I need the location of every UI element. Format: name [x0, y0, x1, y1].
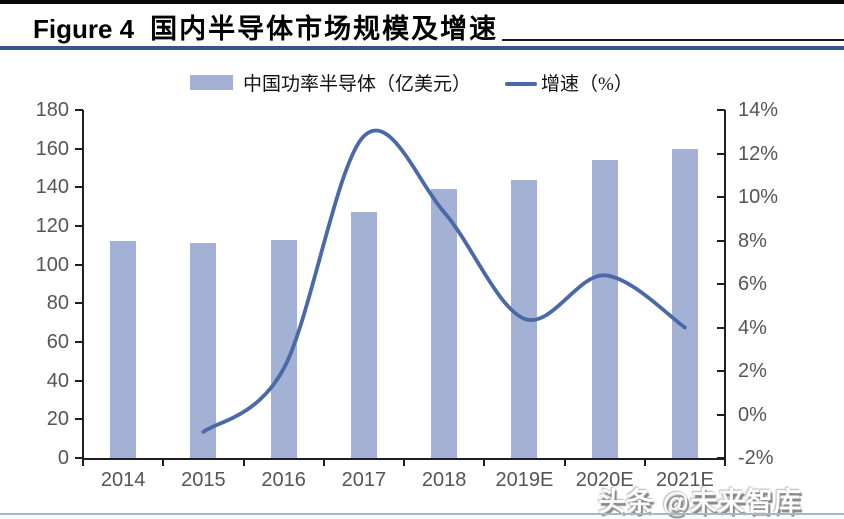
y-axis-left-label: 80: [46, 292, 69, 315]
bar-2019E: [511, 179, 538, 458]
y-axis-right-label: 4%: [738, 316, 767, 339]
y-axis-left-tick: [75, 147, 83, 150]
legend-bar-swatch: [190, 75, 233, 90]
y-axis-left-label: 20: [46, 408, 69, 431]
y-axis-left-tick: [75, 186, 83, 189]
bar-2014: [110, 241, 137, 458]
x-axis-tick: [322, 458, 325, 466]
y-axis-right-tick: [717, 152, 725, 155]
y-axis-right-tick: [717, 109, 725, 111]
y-axis-right-label: 0%: [738, 403, 767, 426]
y-axis-right-label: 8%: [738, 229, 767, 252]
legend-bar-label: 中国功率半导体（亿美元）: [243, 74, 472, 95]
y-axis-left-tick: [75, 418, 83, 421]
y-axis-left-label: 120: [35, 215, 69, 237]
watermark: 头条 @未来智库: [598, 487, 802, 517]
y-axis-right-label: 12%: [738, 142, 779, 165]
y-axis-right-tick: [717, 370, 725, 372]
x-axis-label-2018: 2018: [421, 469, 467, 491]
y-axis-right-line: [724, 110, 726, 460]
bar-2018: [431, 189, 458, 458]
title-underline-thin: [502, 39, 844, 41]
x-axis-label-2021E: 2021E: [655, 469, 714, 491]
chart-legend: 中国功率半导体（亿美元） 增速（%）: [0, 66, 844, 96]
bar-2017: [350, 212, 377, 458]
x-axis-label-2014: 2014: [100, 469, 146, 491]
figure-title-text: 国内半导体市场规模及增速: [150, 14, 499, 44]
y-axis-right-tick: [717, 239, 725, 242]
x-axis-tick: [724, 458, 726, 466]
x-axis-tick: [643, 458, 646, 466]
y-axis-left-label: 180: [35, 99, 69, 121]
y-axis-left-label: 140: [35, 176, 69, 199]
x-axis-label-2019E: 2019E: [495, 469, 554, 491]
y-axis-left-label: 160: [35, 137, 69, 160]
x-axis-label-2020E: 2020E: [575, 469, 634, 491]
y-axis-right-label: 14%: [738, 99, 779, 121]
y-axis-left-label: 0: [57, 447, 69, 469]
legend-line-swatch: [505, 82, 537, 86]
y-axis-right-tick: [717, 283, 725, 285]
y-axis-right-label: 10%: [738, 186, 779, 208]
y-axis-left-line: [82, 110, 84, 460]
y-axis-right-label: -2%: [738, 447, 774, 469]
y-axis-left-tick: [75, 263, 83, 266]
x-axis-tick: [403, 458, 405, 466]
y-axis-left-tick: [75, 457, 83, 459]
y-axis-left-tick: [75, 379, 83, 382]
y-axis-right-label: 6%: [738, 273, 767, 295]
y-axis-right-tick: [717, 326, 725, 329]
x-axis-tick: [82, 458, 84, 466]
x-axis-tick: [483, 458, 486, 466]
x-axis-label-2015: 2015: [181, 469, 226, 491]
y-axis-left-label: 100: [35, 253, 69, 276]
title-underline-blue: [0, 46, 844, 50]
y-axis-left-tick: [75, 225, 83, 227]
bottom-border-rule: [0, 513, 844, 515]
y-axis-right-tick: [717, 457, 725, 459]
bar-2020E: [591, 160, 618, 458]
y-axis-left-tick: [75, 109, 83, 111]
y-axis-left-tick: [75, 302, 83, 305]
figure-number-label: Figure 4: [33, 14, 135, 44]
y-axis-left-label: 40: [46, 369, 69, 392]
legend-line-label: 增速（%）: [541, 74, 633, 95]
y-axis-right-label: 2%: [738, 360, 767, 382]
y-axis-left-tick: [75, 341, 83, 343]
y-axis-right-tick: [717, 413, 725, 416]
y-axis-right-tick: [717, 196, 725, 198]
bar-2015: [190, 243, 217, 458]
x-axis-tick: [242, 458, 245, 466]
bar-2021E: [671, 148, 698, 458]
top-border-rule: [0, 0, 844, 4]
x-axis-tick: [563, 458, 566, 466]
y-axis-left-label: 60: [46, 331, 69, 353]
figure-title: Figure 4 国内半导体市场规模及增速: [33, 7, 498, 46]
x-axis-tick: [162, 458, 165, 466]
bar-2016: [270, 239, 297, 458]
x-axis-label-2016: 2016: [261, 469, 306, 491]
x-axis-label-2017: 2017: [341, 469, 387, 491]
